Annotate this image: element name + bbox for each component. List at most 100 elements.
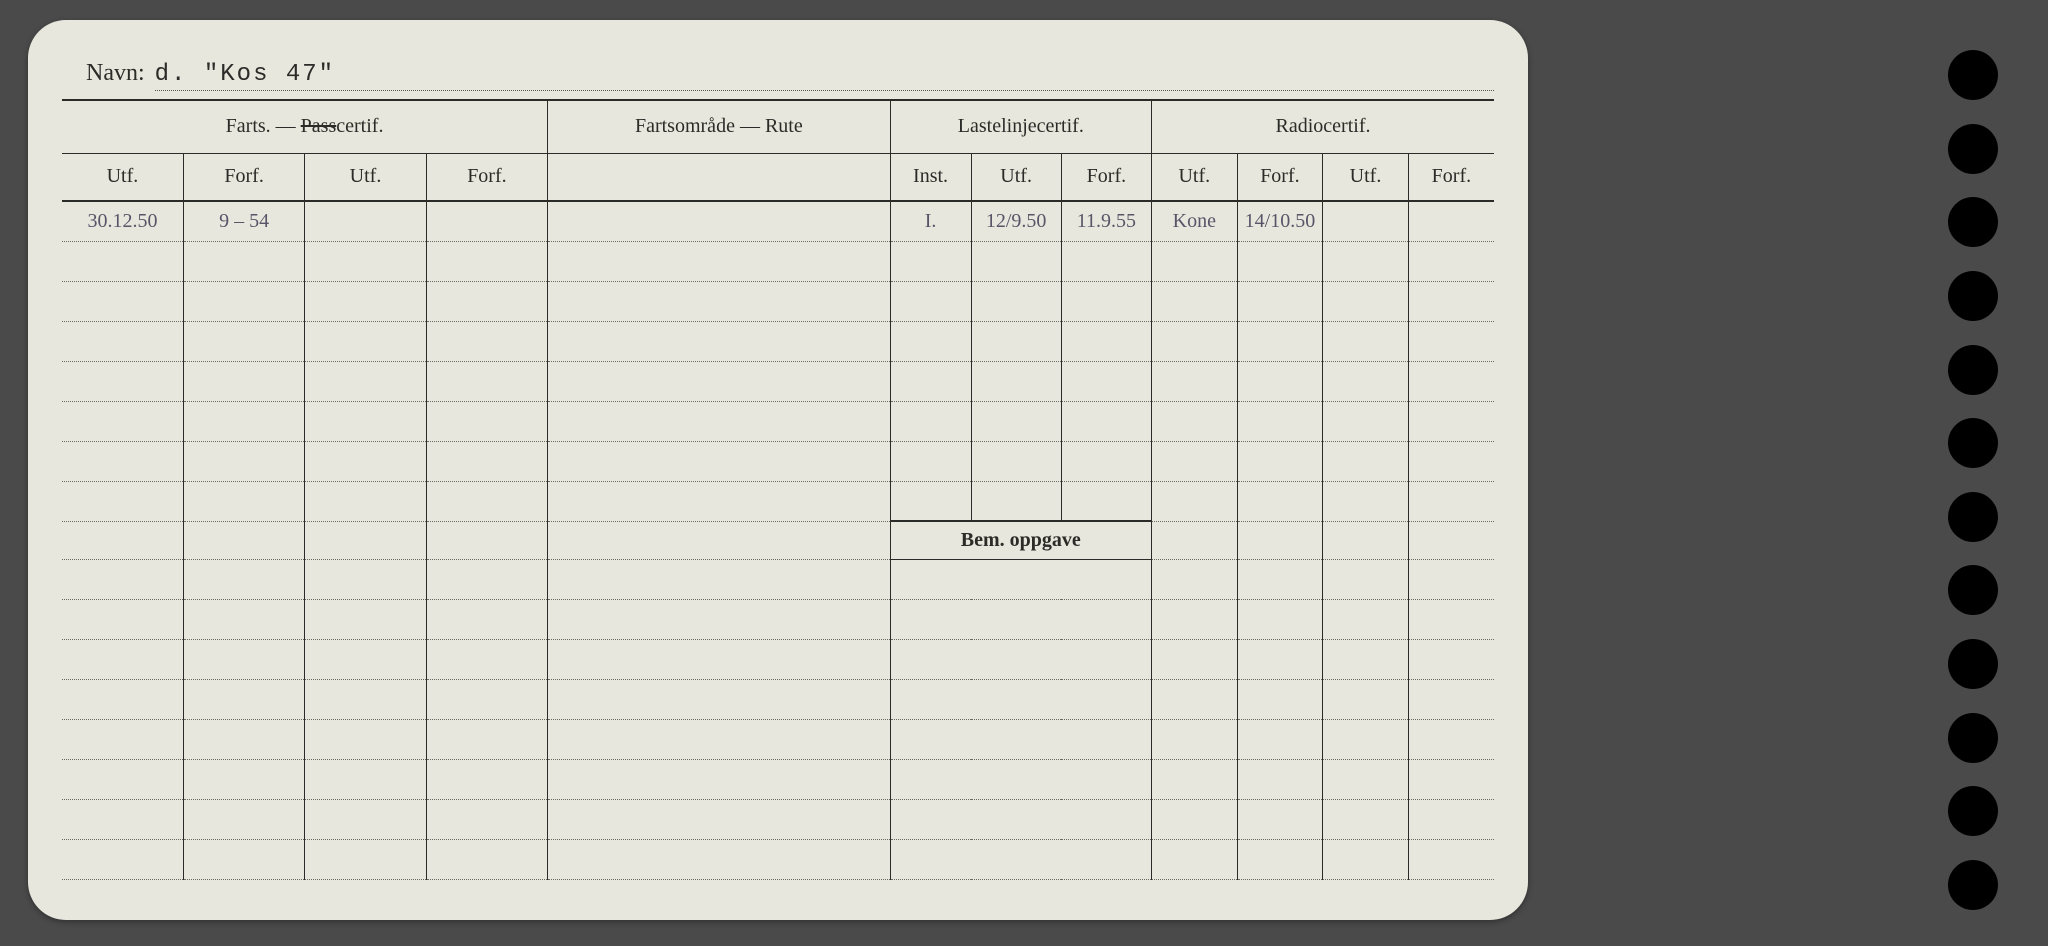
cell	[1323, 839, 1409, 879]
farts-suffix: certif.	[336, 115, 383, 137]
cell	[548, 481, 890, 521]
upper-body: 30.12.509 – 54I.12/9.5011.9.55Kone14/10.…	[62, 201, 1494, 521]
cell	[890, 679, 1151, 719]
table-row	[62, 321, 1494, 361]
table-row	[62, 559, 1494, 599]
cell	[426, 759, 547, 799]
cell	[1152, 441, 1238, 481]
certificate-table: Farts. — Passcertif. Fartsområde — Rute …	[62, 101, 1494, 880]
cell	[548, 361, 890, 401]
cell	[1061, 241, 1151, 281]
cell	[1323, 639, 1409, 679]
cell	[890, 719, 1151, 759]
cell	[548, 321, 890, 361]
bem-blank	[1323, 521, 1409, 559]
cell	[971, 401, 1061, 441]
cell	[183, 281, 304, 321]
cell	[1408, 441, 1494, 481]
cell	[548, 839, 890, 879]
table-row	[62, 839, 1494, 879]
cell	[426, 799, 547, 839]
bem-blank	[183, 521, 304, 559]
cell	[548, 679, 890, 719]
cell	[305, 201, 426, 241]
hole-icon	[1948, 418, 1998, 468]
cell	[305, 759, 426, 799]
cell	[183, 361, 304, 401]
cell	[890, 559, 1151, 599]
section-header-row: Farts. — Passcertif. Fartsområde — Rute …	[62, 101, 1494, 153]
cell	[971, 441, 1061, 481]
cell	[1061, 481, 1151, 521]
binder-holes	[1948, 50, 2008, 910]
cell	[890, 281, 971, 321]
cell	[1237, 679, 1323, 719]
cell	[971, 241, 1061, 281]
cell	[1323, 559, 1409, 599]
cell	[1237, 599, 1323, 639]
sub-farts-utf2: Utf.	[305, 153, 426, 201]
cell	[426, 441, 547, 481]
sub-farts-forf1: Forf.	[183, 153, 304, 201]
cell	[971, 321, 1061, 361]
cell	[890, 241, 971, 281]
bem-oppgave-header: Bem. oppgave	[890, 521, 1151, 559]
table-row	[62, 401, 1494, 441]
cell	[62, 599, 183, 639]
sub-laste-utf: Utf.	[971, 153, 1061, 201]
cell	[183, 241, 304, 281]
bem-blank	[1152, 521, 1238, 559]
cell: I.	[890, 201, 971, 241]
hole-icon	[1948, 197, 1998, 247]
cell	[1152, 799, 1238, 839]
cell	[1323, 361, 1409, 401]
cell	[548, 441, 890, 481]
bem-blank	[1408, 521, 1494, 559]
cell	[426, 401, 547, 441]
cell	[1408, 599, 1494, 639]
cell	[1061, 281, 1151, 321]
cell	[1323, 321, 1409, 361]
hole-icon	[1948, 860, 1998, 910]
cell	[1408, 679, 1494, 719]
cell	[890, 401, 971, 441]
cell	[1323, 441, 1409, 481]
cell	[1237, 639, 1323, 679]
cell	[305, 241, 426, 281]
hole-icon	[1948, 271, 1998, 321]
cell	[426, 361, 547, 401]
cell: 12/9.50	[971, 201, 1061, 241]
lower-body	[62, 559, 1494, 879]
cell	[1408, 559, 1494, 599]
cell	[62, 799, 183, 839]
cell	[426, 321, 547, 361]
table-row	[62, 241, 1494, 281]
cell	[426, 639, 547, 679]
table-row	[62, 719, 1494, 759]
cell	[1408, 639, 1494, 679]
cell	[890, 759, 1151, 799]
cell	[1323, 281, 1409, 321]
cell	[62, 639, 183, 679]
cell	[183, 799, 304, 839]
hole-icon	[1948, 345, 1998, 395]
cell	[890, 361, 971, 401]
cell	[426, 599, 547, 639]
hole-icon	[1948, 492, 1998, 542]
sub-farts-utf1: Utf.	[62, 153, 183, 201]
cell	[62, 241, 183, 281]
cell	[305, 799, 426, 839]
cell	[548, 599, 890, 639]
cell	[1152, 679, 1238, 719]
cell	[305, 719, 426, 759]
name-row: Navn: d. "Kos 47"	[86, 60, 1494, 91]
cell	[1237, 321, 1323, 361]
cell	[62, 719, 183, 759]
cell	[1237, 799, 1323, 839]
section-fartsomraade: Fartsområde — Rute	[548, 101, 890, 153]
cell	[1323, 599, 1409, 639]
bem-blank	[548, 521, 890, 559]
cell	[305, 599, 426, 639]
cell	[548, 401, 890, 441]
cell	[1408, 321, 1494, 361]
